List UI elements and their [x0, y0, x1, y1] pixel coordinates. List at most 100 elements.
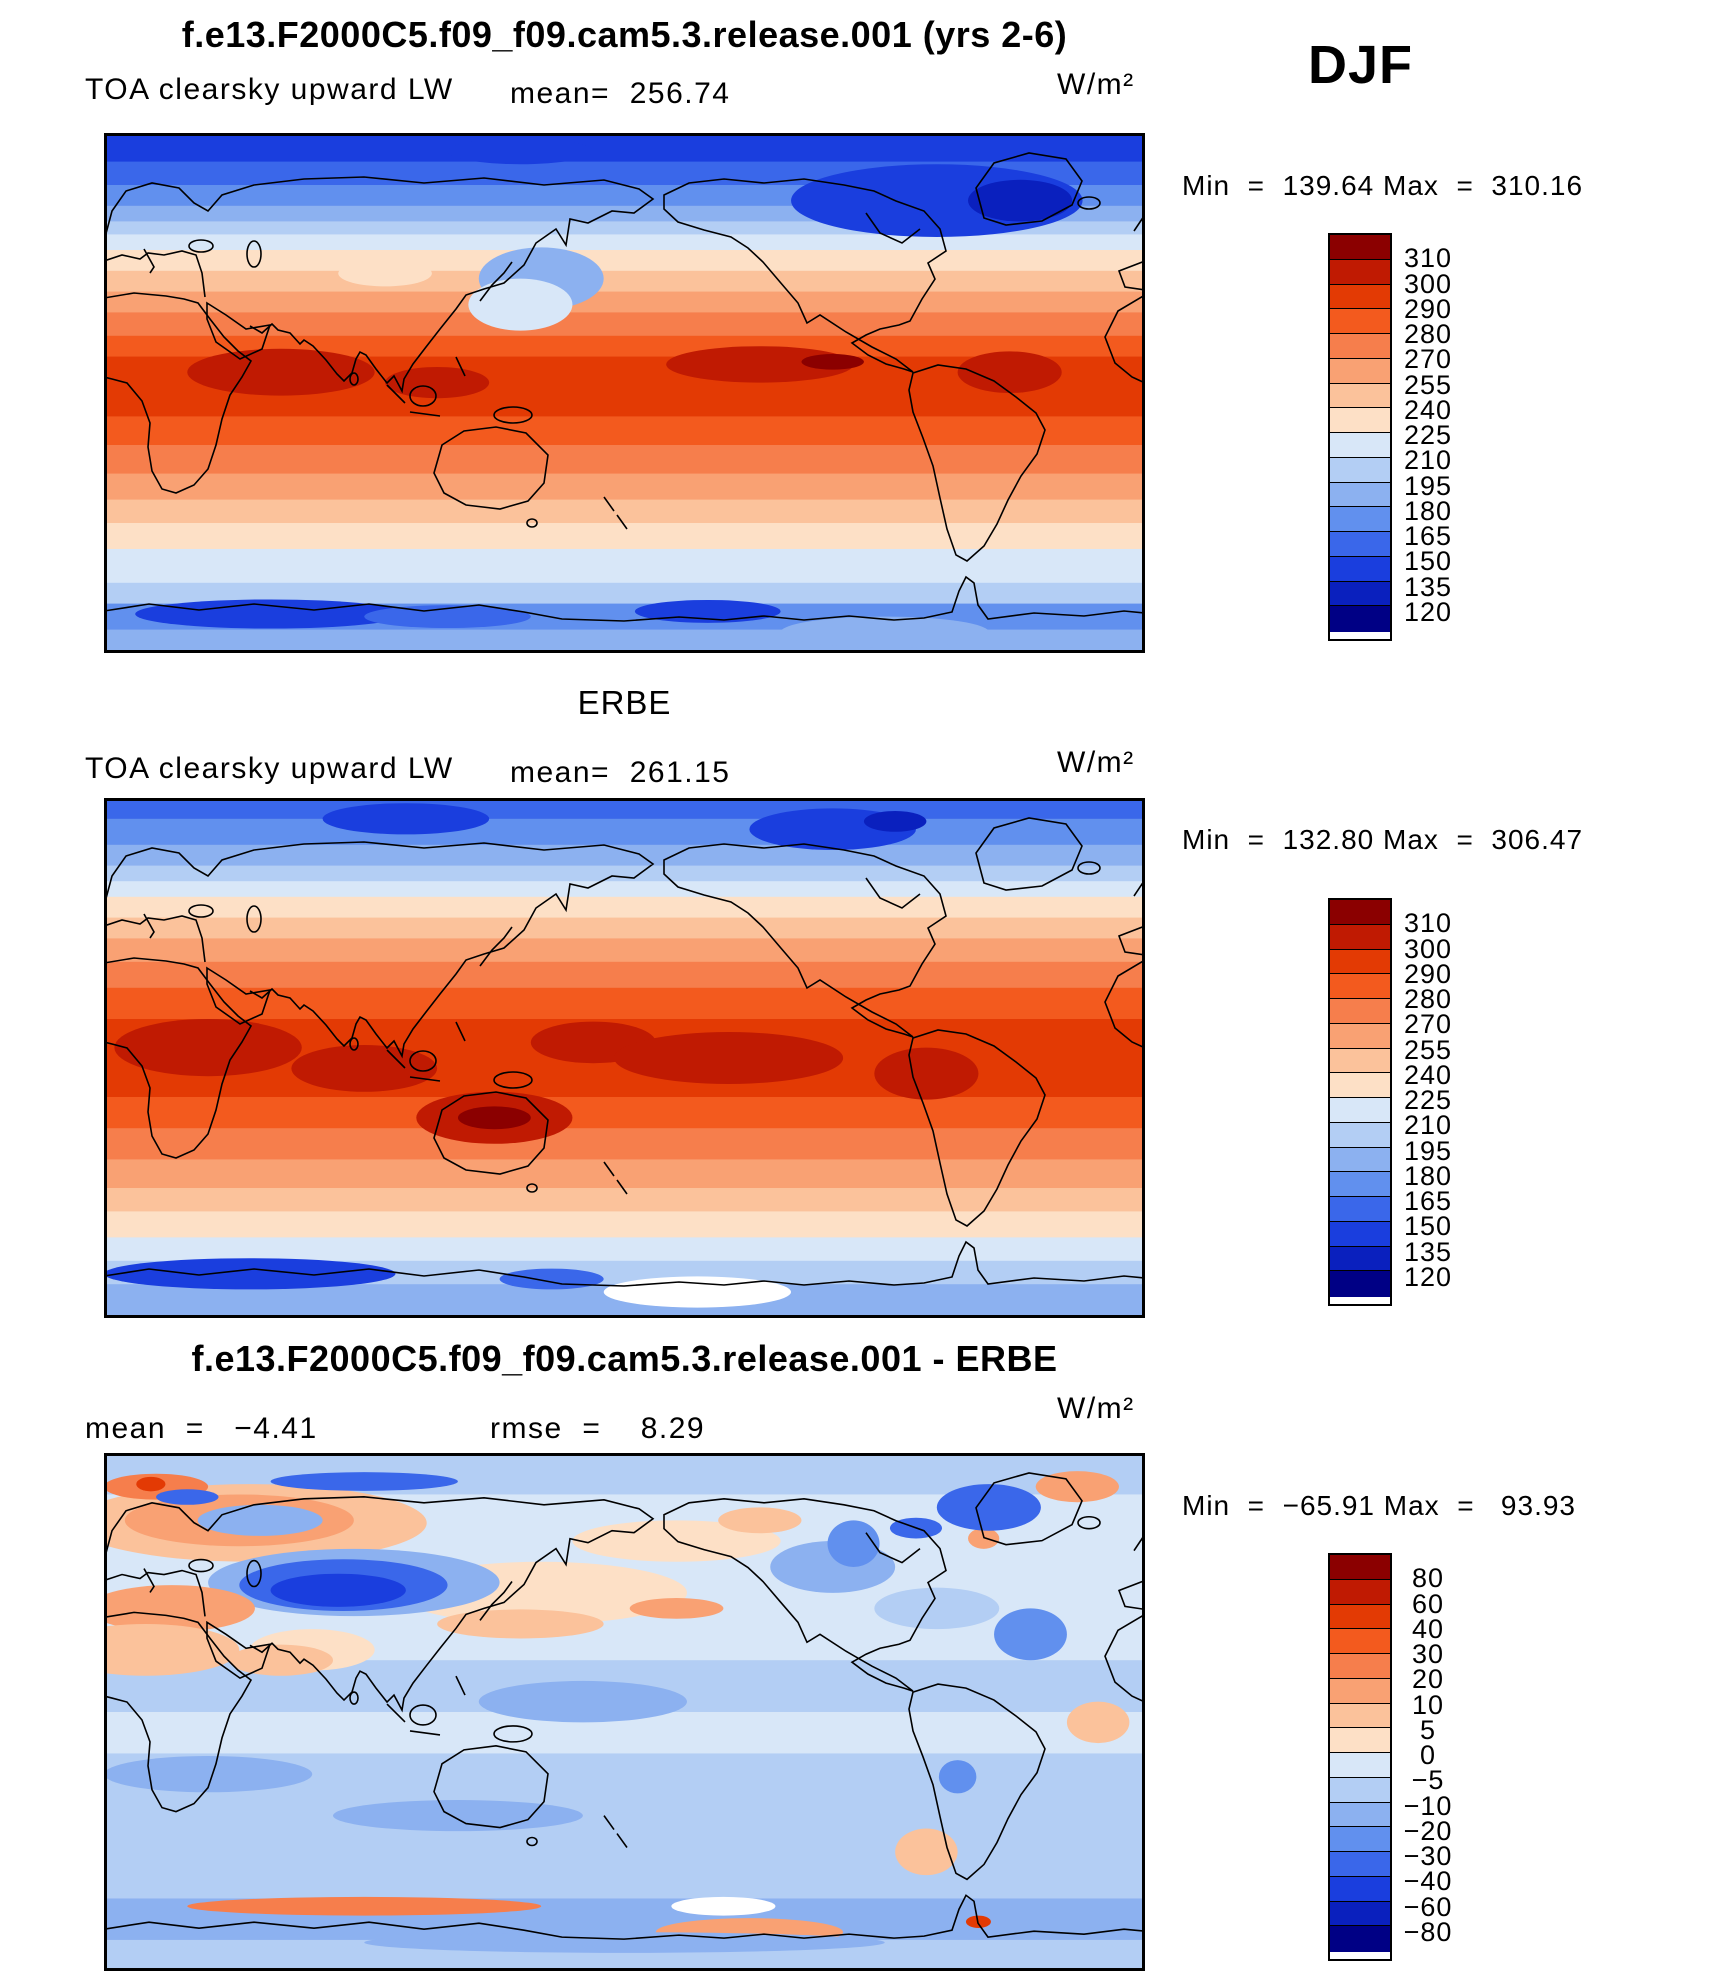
colorbar-tick-label: 5: [1419, 1714, 1437, 1745]
colorbar-segment: [1330, 1852, 1390, 1877]
colorbar-tick-label: 240: [1403, 394, 1453, 425]
coastline: [908, 1029, 1046, 1227]
model-map: [104, 133, 1145, 653]
colorbar-tick-label: 10: [1411, 1689, 1445, 1720]
coastline: [603, 1161, 628, 1195]
diff-units-label: W/m²: [1057, 1392, 1135, 1425]
colorbar-bar: [1328, 898, 1392, 1306]
coastline: [386, 1675, 466, 1736]
island-outline: [526, 1836, 538, 1847]
colorbar-segment: [1330, 1654, 1390, 1679]
coastline: [1117, 925, 1145, 956]
season-label: DJF: [1308, 35, 1414, 95]
coastline: [865, 877, 921, 909]
coastline: [479, 1581, 513, 1621]
coastline: [206, 301, 272, 360]
coastline: [1104, 1613, 1145, 1703]
colorbar-segment: [1330, 383, 1390, 409]
colorbar-bar: [1328, 233, 1392, 641]
coastline: [975, 1472, 1083, 1546]
island-outline: [409, 1704, 437, 1726]
colorbar-tick-label: 300: [1403, 933, 1453, 964]
obs-minmax: Min = 132.80 Max = 306.47: [1182, 824, 1584, 855]
colorbar-segment: [1330, 1802, 1390, 1828]
colorbar-segment: [1330, 1073, 1390, 1098]
colorbar-segment: [1330, 433, 1390, 458]
coastline: [386, 356, 466, 417]
coastline: [104, 292, 253, 494]
island-outline: [188, 1558, 214, 1573]
colorbar-segment: [1330, 482, 1390, 508]
colorbar-tick-label: 240: [1403, 1059, 1453, 1090]
colorbar-tick-label: 135: [1403, 1236, 1453, 1267]
coastline: [104, 957, 253, 1159]
coastline: [865, 1532, 921, 1564]
colorbar-segment: [1330, 1172, 1390, 1197]
colorbar-tick-label: 165: [1403, 1186, 1453, 1216]
colorbar-tick-label: 255: [1403, 369, 1453, 400]
coastline: [1104, 959, 1145, 1049]
colorbar-segment: [1330, 1579, 1390, 1605]
colorbar-tick-label: 180: [1403, 1160, 1453, 1191]
island-outline: [409, 1050, 437, 1072]
colorbar-segment: [1330, 235, 1390, 260]
coastline: [1117, 260, 1145, 291]
island-outline: [493, 406, 533, 424]
colorbar-tick-label: 300: [1403, 268, 1453, 299]
colorbar-tick-label: 280: [1403, 319, 1453, 349]
colorbar-segment: [1330, 1147, 1390, 1173]
colorbar-tick-label: −20: [1403, 1815, 1453, 1846]
colorbar-segment: [1330, 284, 1390, 310]
coastline: [143, 248, 155, 274]
colorbar-segment: [1330, 309, 1390, 334]
island-outline: [349, 372, 359, 386]
colorbar-segment: [1330, 1901, 1390, 1927]
obs-map: [104, 798, 1145, 1318]
colorbar-tick-label: 270: [1403, 1009, 1453, 1040]
island-outline: [246, 240, 262, 268]
colorbar-segment: [1330, 1048, 1390, 1074]
colorbar-segment: [1330, 974, 1390, 999]
island-outline: [349, 1691, 359, 1705]
colorbar-segment: [1330, 532, 1390, 557]
colorbar-tick-label: 310: [1403, 243, 1453, 274]
coastline: [433, 426, 549, 510]
coastline: [663, 1498, 947, 1692]
colorbar-segment: [1330, 1023, 1390, 1049]
coastline: [104, 915, 206, 963]
colorbar-segment: [1330, 1098, 1390, 1123]
island-outline: [409, 385, 437, 407]
colorbar-tick-label: −80: [1403, 1916, 1453, 1947]
colorbar-segment: [1330, 581, 1390, 607]
map-frame: [104, 798, 1145, 1318]
coastline: [663, 178, 947, 373]
colorbar-tick-label: −10: [1403, 1790, 1453, 1821]
colorbar-tick-label: 30: [1411, 1639, 1445, 1669]
colorbar-segment: [1330, 1777, 1390, 1803]
island-outline: [1077, 196, 1101, 210]
coastline: [908, 364, 1046, 562]
obs-title: ERBE: [577, 684, 672, 721]
colorbar-segment: [1330, 1246, 1390, 1272]
coastline: [975, 817, 1083, 891]
colorbar-segment: [1330, 1753, 1390, 1778]
colorbar-segment: [1330, 900, 1390, 925]
obs-mean-value: mean= 261.15: [510, 756, 731, 789]
model-variable-label: TOA clearsky upward LW: [85, 73, 454, 106]
coastline: [206, 1620, 272, 1680]
coastline: [104, 250, 206, 298]
model-units-label: W/m²: [1057, 68, 1135, 101]
colorbar-segment: [1330, 1604, 1390, 1630]
coastline: [433, 1745, 549, 1829]
diff-minmax: Min = −65.91 Max = 93.93: [1182, 1490, 1576, 1521]
colorbar-tick-label: 165: [1403, 521, 1453, 551]
coastline: [1104, 294, 1145, 384]
coastline: [433, 1091, 549, 1175]
coastline: [104, 1496, 655, 1713]
model-colorbar: 310 300 290 280 270 255 240 225 210 195 180 165 150 1…: [1328, 233, 1451, 641]
colorbar-segment: [1330, 1555, 1390, 1580]
colorbar-segment: [1330, 1221, 1390, 1247]
colorbar-segment: [1330, 1122, 1390, 1148]
island-outline: [349, 1037, 359, 1051]
